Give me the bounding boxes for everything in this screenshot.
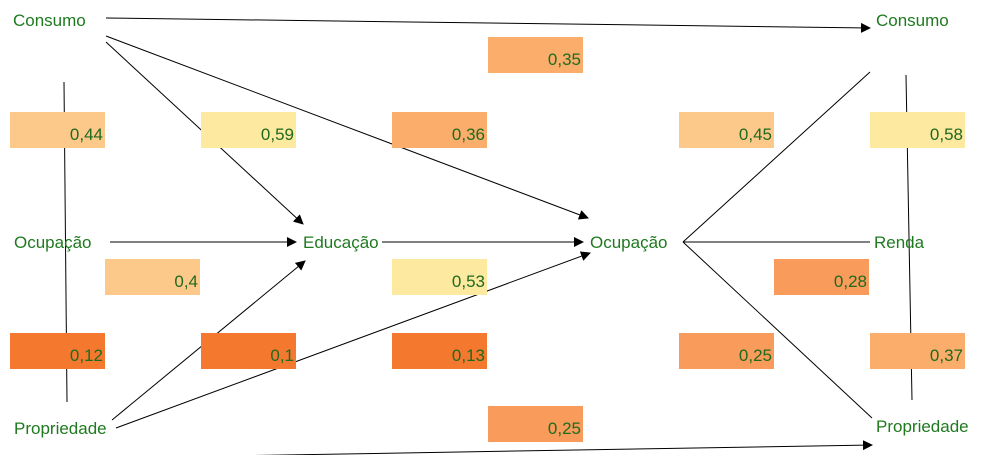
- arrow-consumo-ocupacao: [105, 35, 589, 220]
- node-right-consumo: Consumo: [876, 11, 949, 30]
- coef-col5-bottom: 0,37: [870, 333, 965, 369]
- coef-educ-left: 0,4: [105, 259, 200, 295]
- coef-educ-ocup: 0,53: [392, 259, 487, 295]
- node-educacao: Educação: [303, 233, 379, 252]
- coef-consumo-consumo: 0,35: [488, 37, 583, 73]
- coef-col1-top: 0,44: [10, 112, 105, 148]
- node-mid-ocupacao: Ocupação: [590, 233, 668, 252]
- node-right-renda: Renda: [874, 233, 925, 252]
- coef-ocup-renda: 0,28: [774, 259, 869, 295]
- arrow-propriedade-propriedade: [253, 440, 873, 455]
- coef-col4-top: 0,45: [679, 112, 774, 148]
- node-left-ocupacao: Ocupação: [14, 233, 92, 252]
- line-ocupacao-propriedade: [682, 241, 873, 419]
- coef-col4-bottom: 0,25: [679, 333, 774, 369]
- node-left-consumo: Consumo: [13, 11, 86, 30]
- coef-col2-bottom: 0,1: [201, 333, 296, 369]
- arrow-consumo-consumo: [105, 17, 871, 33]
- coef-propriedade-propriedade: 0,25: [488, 406, 583, 442]
- coef-col3-top: 0,36: [392, 112, 487, 148]
- coef-col2-top: 0,59: [201, 112, 296, 148]
- coef-col5-top: 0,58: [870, 112, 965, 148]
- coef-col1-bottom: 0,12: [10, 333, 105, 369]
- arrow-propriedade-ocupacao: [115, 251, 591, 429]
- line-ocupacao-consumo: [682, 71, 871, 243]
- node-right-propriedade: Propriedade: [876, 417, 969, 436]
- coef-col3-bottom: 0,13: [392, 333, 487, 369]
- node-left-propriedade: Propriedade: [14, 419, 107, 438]
